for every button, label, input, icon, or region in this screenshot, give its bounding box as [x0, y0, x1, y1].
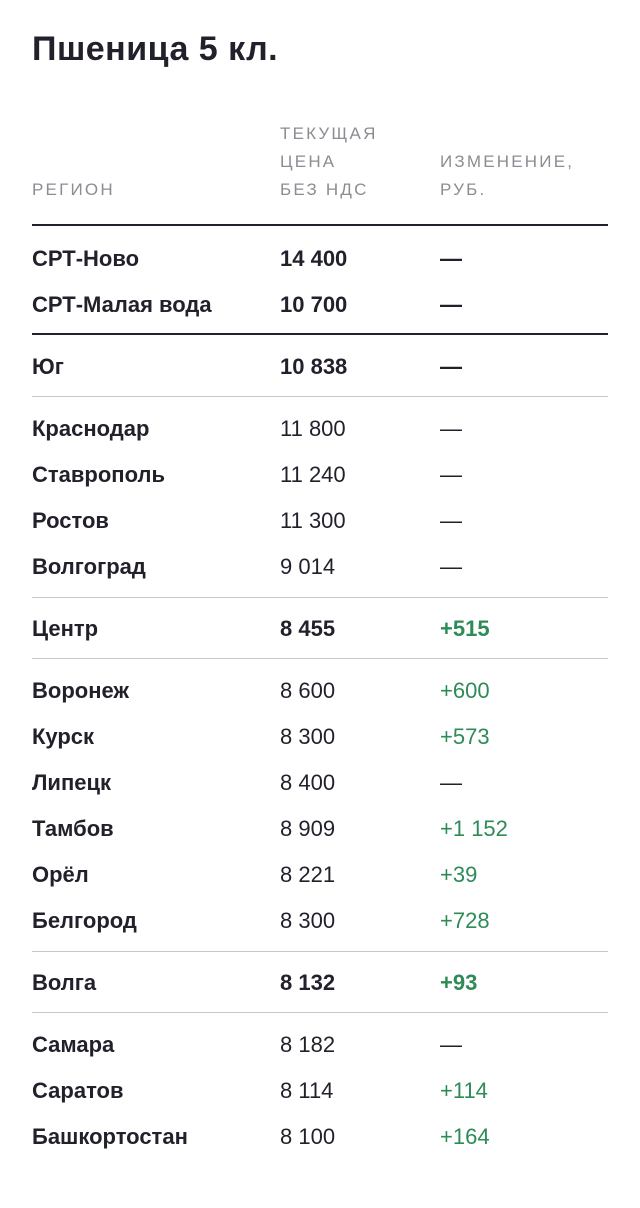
table-row: Самара 8 182 — — [32, 1022, 608, 1068]
table-row-group-total: Волга 8 132 +93 — [32, 960, 608, 1006]
price-value: 8 300 — [280, 908, 336, 933]
price-value: 8 182 — [280, 1032, 336, 1057]
change-value: +114 — [440, 1078, 488, 1103]
table-row: Башкортостан 8 100 +164 — [32, 1114, 608, 1160]
change-value: — — [440, 354, 462, 379]
section-divider — [32, 1012, 608, 1013]
price-value: 8 114 — [280, 1078, 334, 1103]
price-value: 10 838 — [280, 354, 348, 379]
price-value: 11 240 — [280, 462, 346, 487]
header-change: ИЗМЕНЕНИЕ, РУБ. — [440, 152, 575, 199]
change-value: — — [440, 416, 462, 441]
region-name: Юг — [32, 354, 64, 379]
table-row-group-total: Центр 8 455 +515 — [32, 606, 608, 652]
region-name: Воронеж — [32, 678, 130, 703]
region-name: Волга — [32, 970, 97, 995]
region-name: Белгород — [32, 908, 137, 933]
table-row: СРТ-Ново 14 400 — — [32, 236, 608, 282]
price-value: 10 700 — [280, 292, 348, 317]
table-row: Краснодар 11 800 — — [32, 406, 608, 452]
price-value: 11 300 — [280, 508, 346, 533]
section-divider — [32, 333, 608, 335]
change-value: +1 152 — [440, 816, 508, 841]
region-name: Башкортостан — [32, 1124, 188, 1149]
price-value: 8 100 — [280, 1124, 336, 1149]
table-row: Волгоград 9 014 — — [32, 544, 608, 590]
table-row: СРТ-Малая вода 10 700 — — [32, 282, 608, 328]
change-value: — — [440, 1032, 462, 1057]
change-value: — — [440, 508, 462, 533]
table-header: РЕГИОН ТЕКУЩАЯ ЦЕНА БЕЗ НДС ИЗМЕНЕНИЕ, Р… — [32, 122, 608, 226]
header-price: ТЕКУЩАЯ ЦЕНА БЕЗ НДС — [280, 124, 378, 199]
change-value: — — [440, 246, 462, 271]
page-title: Пшеница 5 кл. — [32, 30, 279, 68]
table-row: Тамбов 8 909 +1 152 — [32, 806, 608, 852]
region-name: Ставрополь — [32, 462, 165, 487]
section-divider — [32, 951, 608, 952]
change-value: +164 — [440, 1124, 490, 1149]
price-value: 9 014 — [280, 554, 336, 579]
region-name: Ростов — [32, 508, 109, 533]
price-value: 8 455 — [280, 616, 336, 641]
region-name: Орёл — [32, 862, 89, 887]
table-row: Ростов 11 300 — — [32, 498, 608, 544]
price-value: 8 300 — [280, 724, 336, 749]
table-row: Липецк 8 400 — — [32, 760, 608, 806]
region-name: Курск — [32, 724, 95, 749]
section-divider — [32, 658, 608, 659]
price-value: 8 600 — [280, 678, 336, 703]
table-row: Орёл 8 221 +39 — [32, 852, 608, 898]
header-region: РЕГИОН — [32, 180, 115, 199]
table-row: Саратов 8 114 +114 — [32, 1068, 608, 1114]
change-value: +728 — [440, 908, 490, 933]
table-row-group-total: Юг 10 838 — — [32, 344, 608, 390]
region-name: Краснодар — [32, 416, 150, 441]
change-value: +573 — [440, 724, 490, 749]
change-value: — — [440, 292, 462, 317]
change-value: — — [440, 462, 462, 487]
price-value: 8 400 — [280, 770, 336, 795]
region-name: СРТ-Ново — [32, 246, 140, 271]
change-value: +39 — [440, 862, 478, 887]
region-name: Самара — [32, 1032, 115, 1057]
table-row: Ставрополь 11 240 — — [32, 452, 608, 498]
change-value: +515 — [440, 616, 490, 641]
region-name: Волгоград — [32, 554, 146, 579]
price-value: 8 909 — [280, 816, 336, 841]
region-name: Саратов — [32, 1078, 124, 1103]
price-value: 11 800 — [280, 416, 346, 441]
price-value: 14 400 — [280, 246, 348, 271]
region-name: Тамбов — [32, 816, 114, 841]
section-divider — [32, 597, 608, 598]
table-row: Воронеж 8 600 +600 — [32, 668, 608, 714]
header-divider — [32, 224, 608, 226]
region-name: СРТ-Малая вода — [32, 292, 212, 317]
table-row: Курск 8 300 +573 — [32, 714, 608, 760]
price-value: 8 221 — [280, 862, 336, 887]
section-divider — [32, 396, 608, 397]
change-value: +93 — [440, 970, 478, 995]
price-value: 8 132 — [280, 970, 336, 995]
change-value: +600 — [440, 678, 490, 703]
region-name: Центр — [32, 616, 99, 641]
change-value: — — [440, 770, 462, 795]
table-row: Белгород 8 300 +728 — [32, 898, 608, 944]
region-name: Липецк — [32, 770, 112, 795]
change-value: — — [440, 554, 462, 579]
